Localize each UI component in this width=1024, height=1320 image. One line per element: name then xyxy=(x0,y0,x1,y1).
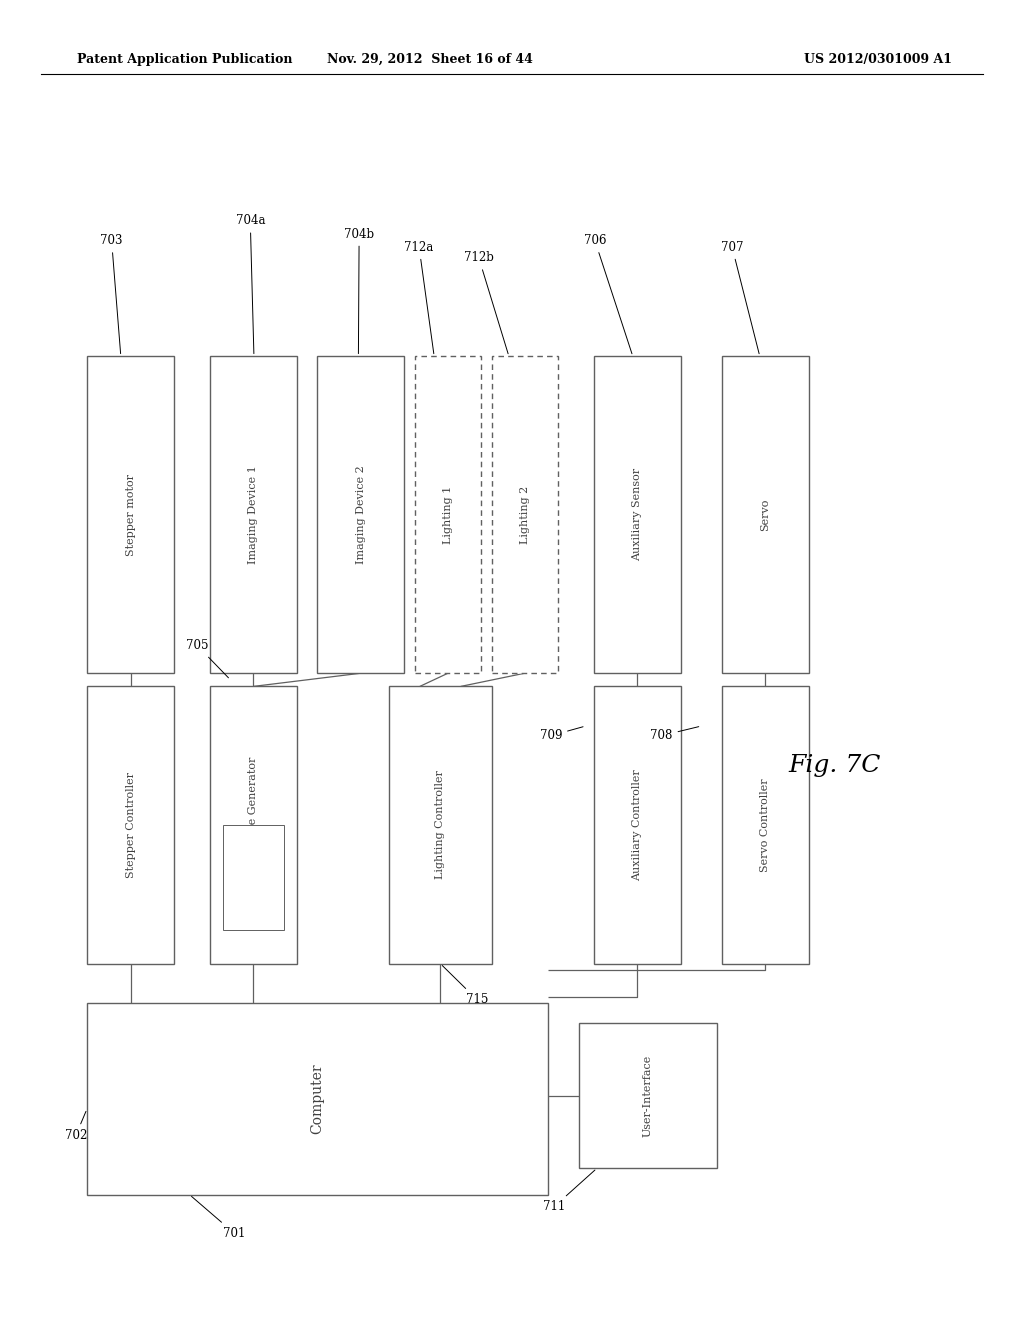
Text: 712a: 712a xyxy=(404,240,434,354)
Text: 715: 715 xyxy=(442,965,488,1006)
Text: Auxiliary Controller: Auxiliary Controller xyxy=(633,770,642,880)
Bar xyxy=(492,356,558,673)
Text: 707: 707 xyxy=(721,240,759,354)
Text: Stepper motor: Stepper motor xyxy=(126,474,135,556)
Bar xyxy=(87,1003,548,1195)
Text: Lighting 2: Lighting 2 xyxy=(520,486,529,544)
Bar xyxy=(594,356,681,673)
Text: 708: 708 xyxy=(650,726,698,742)
Text: 712b: 712b xyxy=(464,251,508,354)
Bar xyxy=(87,356,174,673)
Text: Stepper Controller: Stepper Controller xyxy=(126,772,135,878)
Bar xyxy=(223,825,284,931)
Text: Servo: Servo xyxy=(761,499,770,531)
Text: 701: 701 xyxy=(191,1196,246,1239)
Text: 703: 703 xyxy=(100,234,123,354)
Text: Fig. 7C: Fig. 7C xyxy=(788,754,881,777)
Text: Patent Application Publication: Patent Application Publication xyxy=(77,53,292,66)
Bar xyxy=(210,686,297,964)
Text: 702: 702 xyxy=(65,1111,87,1142)
Bar xyxy=(579,1023,717,1168)
Text: Imaging Device 1: Imaging Device 1 xyxy=(249,466,258,564)
Text: 709: 709 xyxy=(540,727,583,742)
Text: Auxiliary Sensor: Auxiliary Sensor xyxy=(633,469,642,561)
Bar xyxy=(317,356,404,673)
Text: 705: 705 xyxy=(186,639,228,677)
Text: User-Interface: User-Interface xyxy=(643,1055,652,1137)
Text: 706: 706 xyxy=(584,234,632,354)
Bar xyxy=(210,356,297,673)
Text: 704a: 704a xyxy=(236,214,265,354)
Text: US 2012/0301009 A1: US 2012/0301009 A1 xyxy=(804,53,952,66)
Text: Servo Controller: Servo Controller xyxy=(761,779,770,871)
Text: Trigger Pulse Generator: Trigger Pulse Generator xyxy=(249,756,258,894)
Text: Lighting 1: Lighting 1 xyxy=(443,486,453,544)
Bar xyxy=(594,686,681,964)
Bar xyxy=(722,356,809,673)
Bar xyxy=(389,686,492,964)
Text: Lighting Controller: Lighting Controller xyxy=(435,771,445,879)
Text: Nov. 29, 2012  Sheet 16 of 44: Nov. 29, 2012 Sheet 16 of 44 xyxy=(327,53,534,66)
Bar xyxy=(87,686,174,964)
Text: 711: 711 xyxy=(543,1170,595,1213)
Text: Computer: Computer xyxy=(310,1064,325,1134)
Bar xyxy=(722,686,809,964)
Bar xyxy=(415,356,481,673)
Text: Imaging Device 2: Imaging Device 2 xyxy=(356,466,366,564)
Text: 704b: 704b xyxy=(344,227,374,354)
